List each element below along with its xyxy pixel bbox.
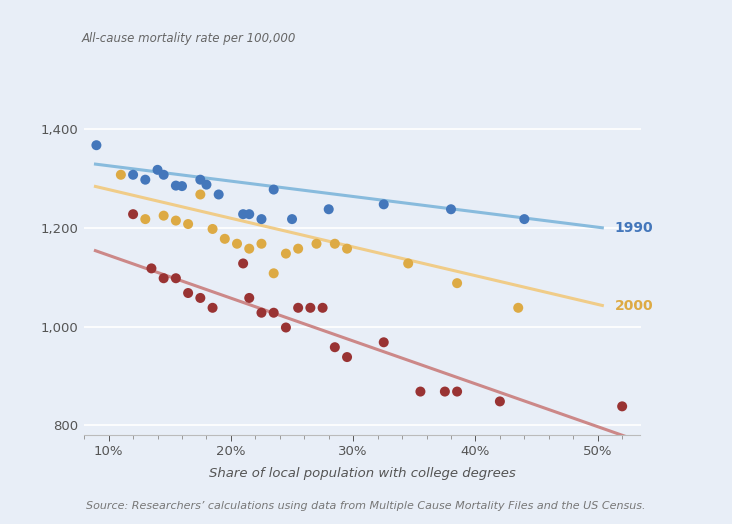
Point	[182, 289, 194, 297]
Text: 1990: 1990	[615, 221, 654, 235]
Point	[170, 181, 182, 190]
Point	[170, 216, 182, 225]
Point	[268, 309, 280, 317]
Point	[115, 171, 127, 179]
Point	[158, 171, 170, 179]
Point	[127, 210, 139, 219]
Point	[341, 245, 353, 253]
Point	[206, 303, 218, 312]
Point	[329, 343, 340, 352]
Point	[213, 190, 225, 199]
Point	[280, 249, 292, 258]
Point	[329, 239, 340, 248]
Point	[292, 245, 304, 253]
Point	[616, 402, 628, 410]
Text: 2000: 2000	[615, 299, 654, 313]
Point	[439, 387, 451, 396]
Text: Source: Researchers’ calculations using data from Multiple Cause Mortality Files: Source: Researchers’ calculations using …	[86, 501, 646, 511]
Point	[378, 200, 389, 209]
Point	[243, 245, 255, 253]
Point	[255, 309, 267, 317]
Point	[176, 182, 188, 190]
Point	[195, 176, 206, 184]
Point	[231, 239, 243, 248]
Point	[414, 387, 426, 396]
Text: All-cause mortality rate per 100,000: All-cause mortality rate per 100,000	[81, 32, 296, 46]
Point	[403, 259, 414, 268]
Point	[195, 294, 206, 302]
Point	[445, 205, 457, 213]
Point	[140, 215, 152, 223]
Point	[146, 264, 157, 272]
Point	[170, 274, 182, 282]
X-axis label: Share of local population with college degrees: Share of local population with college d…	[209, 467, 516, 479]
Point	[243, 210, 255, 219]
Point	[201, 180, 212, 189]
Point	[237, 259, 249, 268]
Point	[512, 303, 524, 312]
Point	[494, 397, 506, 406]
Point	[286, 215, 298, 223]
Point	[451, 387, 463, 396]
Point	[268, 185, 280, 194]
Point	[305, 303, 316, 312]
Point	[140, 176, 152, 184]
Point	[280, 323, 292, 332]
Point	[451, 279, 463, 287]
Point	[268, 269, 280, 278]
Point	[195, 190, 206, 199]
Point	[518, 215, 530, 223]
Point	[323, 205, 335, 213]
Point	[317, 303, 329, 312]
Point	[310, 239, 322, 248]
Point	[243, 294, 255, 302]
Point	[91, 141, 102, 149]
Point	[158, 212, 170, 220]
Point	[158, 274, 170, 282]
Point	[219, 235, 231, 243]
Point	[292, 303, 304, 312]
Point	[206, 225, 218, 233]
Point	[152, 166, 163, 174]
Point	[255, 239, 267, 248]
Point	[237, 210, 249, 219]
Text: 2010: 2010	[0, 523, 1, 524]
Point	[378, 338, 389, 346]
Point	[182, 220, 194, 228]
Point	[127, 171, 139, 179]
Point	[255, 215, 267, 223]
Point	[341, 353, 353, 361]
